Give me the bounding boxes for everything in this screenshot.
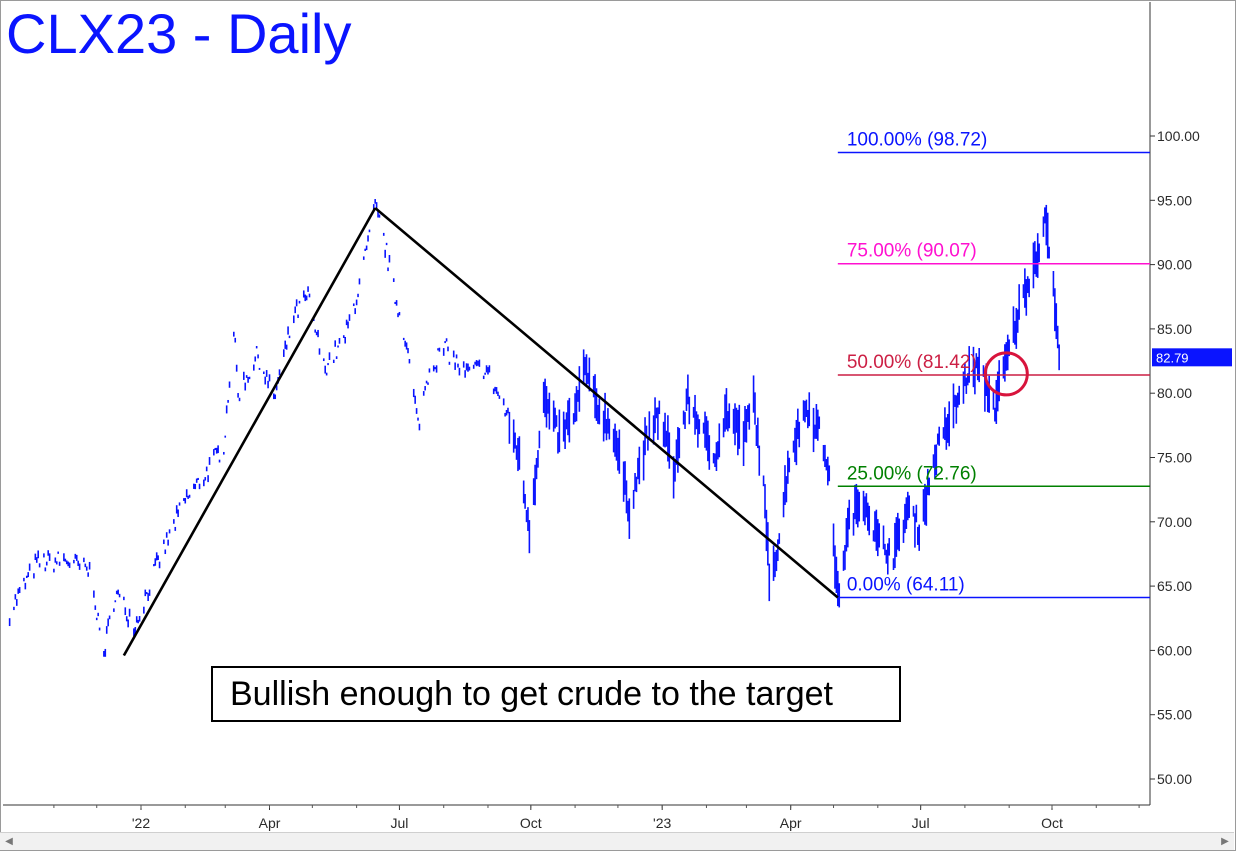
y-tick-label: 90.00 (1157, 257, 1192, 273)
x-tick-label: '22 (132, 815, 150, 831)
y-tick-label: 75.00 (1157, 450, 1192, 466)
y-tick-label: 85.00 (1157, 321, 1192, 337)
chart-title: CLX23 - Daily (6, 2, 352, 65)
last-price-tag (1152, 348, 1232, 367)
y-tick-label: 70.00 (1157, 514, 1192, 530)
y-tick-label: 60.00 (1157, 642, 1192, 658)
x-tick-label: '23 (653, 815, 671, 831)
trendline (374, 207, 839, 599)
trendlines (122, 207, 1029, 657)
fib-level-label: 50.00% (81.42) (847, 352, 977, 373)
fib-level-label: 0.00% (64.11) (847, 575, 965, 596)
circle-marker (983, 351, 1029, 397)
fibonacci-levels: 100.00% (98.72) 75.00% (90.07) 50.00% (81.… (837, 129, 1150, 599)
y-tick-label: 65.00 (1157, 578, 1192, 594)
y-tick-label: 50.00 (1157, 771, 1192, 787)
annotation-box: Bullish enough to get crude to the targe… (211, 666, 901, 722)
fib-level-label: 75.00% (90.07) (847, 241, 977, 262)
x-tick-label: Jul (390, 815, 408, 831)
y-tick-label: 80.00 (1157, 385, 1192, 401)
fib-level-label: 100.00% (98.72) (847, 129, 988, 150)
x-tick-label: Apr (259, 815, 281, 831)
arrow-left-icon[interactable]: ◀ (5, 836, 13, 847)
trendline (122, 207, 377, 657)
fib-level-label: 25.00% (72.76) (847, 463, 977, 484)
y-tick-label: 100.00 (1157, 128, 1200, 144)
horizontal-scrollbar[interactable]: ◀ ▶ (0, 832, 1234, 850)
axis-ticks: 100.00 95.00 90.00 85.00 80.00 75.00 70.00 65.0… (53, 128, 1232, 831)
y-tick-label: 55.00 (1157, 707, 1192, 723)
x-tick-label: Oct (1041, 815, 1063, 831)
x-tick-label: Jul (912, 815, 930, 831)
y-tick-label: 95.00 (1157, 192, 1192, 208)
arrow-right-icon[interactable]: ▶ (1221, 836, 1229, 847)
x-tick-label: Oct (520, 815, 542, 831)
last-price-label: 82.79 (1156, 350, 1189, 365)
x-tick-label: Apr (780, 815, 802, 831)
